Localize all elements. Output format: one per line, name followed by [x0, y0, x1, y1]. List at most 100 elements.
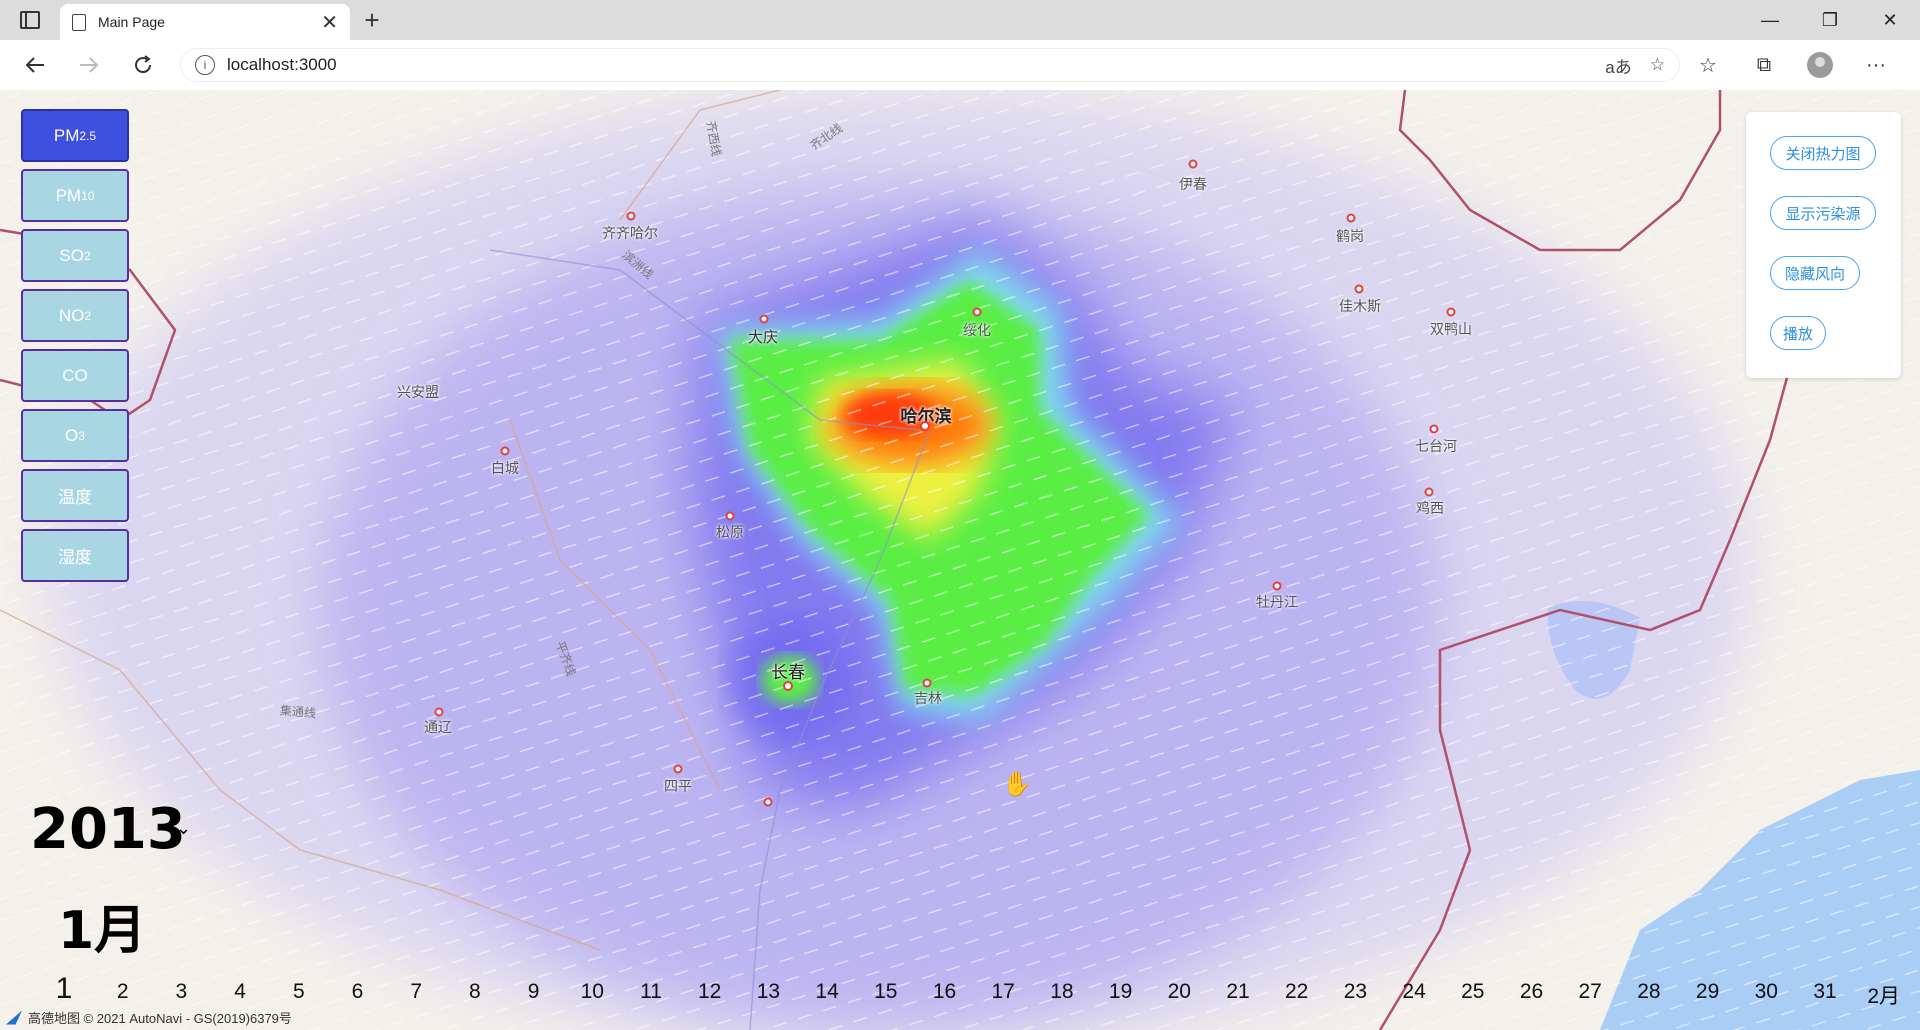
- day-item[interactable]: 31: [1813, 980, 1837, 1003]
- more-icon: ···: [1866, 53, 1886, 76]
- city-tongliao: 通辽: [424, 719, 452, 735]
- show-sources-button[interactable]: 显示污染源: [1770, 196, 1876, 230]
- new-tab-button[interactable]: +: [364, 4, 380, 35]
- favorites-icon: ☆: [1699, 54, 1717, 77]
- day-item[interactable]: 4: [234, 980, 246, 1003]
- amap-logo-icon: [6, 1010, 22, 1025]
- day-timeline: 1 2 3 4 5 6 7 8 9 10 11 12 13 14 15 16 17 18 19 20 21 22 23 24 2…: [0, 972, 1920, 1014]
- day-item[interactable]: 2月: [1867, 985, 1901, 1008]
- reload-button[interactable]: [116, 40, 170, 90]
- temperature-button[interactable]: 温度: [21, 469, 129, 522]
- day-item[interactable]: 26: [1519, 980, 1544, 1003]
- year-label[interactable]: 2013: [30, 797, 186, 862]
- back-button[interactable]: [8, 40, 62, 90]
- collections-button[interactable]: ⧉: [1736, 54, 1792, 77]
- day-item[interactable]: 14: [815, 980, 839, 1003]
- day-item[interactable]: 12: [698, 980, 722, 1003]
- minimize-button[interactable]: —: [1761, 9, 1779, 30]
- day-item[interactable]: 25: [1461, 980, 1485, 1003]
- day-item[interactable]: 1: [55, 972, 73, 1005]
- reload-icon: [135, 55, 152, 74]
- day-item[interactable]: 30: [1754, 980, 1778, 1003]
- city-jiamusi: 佳木斯: [1339, 298, 1381, 314]
- day-item[interactable]: 13: [756, 980, 781, 1003]
- chevron-down-icon[interactable]: ⌄: [176, 818, 192, 838]
- hide-wind-button[interactable]: 隐藏风向: [1770, 256, 1860, 290]
- profile-button[interactable]: [1792, 52, 1848, 78]
- city-xinganmeng: 兴安盟: [397, 384, 439, 400]
- city-jixi: 鸡西: [1416, 500, 1444, 516]
- tab-actions-icon: [20, 11, 40, 29]
- no2-button[interactable]: NO 2: [21, 289, 129, 342]
- restore-button[interactable]: ❐: [1821, 9, 1839, 30]
- day-item[interactable]: 16: [932, 980, 957, 1003]
- control-panel: 关闭热力图 显示污染源 隐藏风向 播放: [1746, 112, 1901, 378]
- arrow-right-icon: [80, 57, 99, 73]
- co-button[interactable]: CO: [21, 349, 129, 402]
- day-item[interactable]: 27: [1578, 980, 1602, 1003]
- heatmap-layer: [0, 90, 1920, 1030]
- tab-actions-button[interactable]: [0, 0, 60, 40]
- so2-sub: 2: [83, 248, 91, 263]
- day-item[interactable]: 17: [991, 980, 1015, 1003]
- close-tab-icon[interactable]: ✕: [321, 11, 338, 34]
- info-icon[interactable]: i: [195, 55, 215, 75]
- url-field[interactable]: i localhost:3000 aあ ☆: [180, 48, 1680, 82]
- day-item[interactable]: 5: [292, 980, 305, 1003]
- no2-sub: 2: [84, 308, 92, 323]
- city-songyuan: 松原: [716, 524, 744, 540]
- pm25-label: PM: [53, 125, 80, 145]
- day-item[interactable]: 2: [116, 980, 129, 1003]
- day-item[interactable]: 11: [640, 980, 662, 1003]
- map-canvas[interactable]: 伊春 齐齐哈尔 鹤岗 大庆 绥化 佳木斯 双鸭山 兴安盟 哈尔滨 七台河 白城 …: [0, 90, 1920, 1030]
- o3-sub: 3: [78, 428, 85, 443]
- forward-button[interactable]: [62, 40, 116, 90]
- co-label: CO: [62, 365, 88, 385]
- day-item[interactable]: 15: [874, 980, 898, 1003]
- day-item[interactable]: 23: [1343, 980, 1368, 1003]
- city-hegang: 鹤岗: [1336, 228, 1364, 244]
- day-item[interactable]: 9: [527, 980, 540, 1003]
- temperature-label: 温度: [58, 488, 92, 507]
- humidity-button[interactable]: 湿度: [21, 529, 129, 582]
- day-item[interactable]: 24: [1402, 980, 1426, 1003]
- day-item[interactable]: 28: [1637, 980, 1661, 1003]
- pm10-button[interactable]: PM 10: [21, 169, 129, 222]
- day-item[interactable]: 8: [469, 980, 481, 1003]
- day-item[interactable]: 3: [175, 980, 188, 1003]
- o3-label: O: [65, 425, 79, 445]
- no2-label: NO: [58, 305, 85, 325]
- day-item[interactable]: 7: [410, 980, 423, 1003]
- day-item[interactable]: 21: [1226, 980, 1250, 1003]
- humidity-label: 湿度: [58, 548, 92, 567]
- close-window-button[interactable]: ✕: [1882, 9, 1898, 30]
- pm25-button[interactable]: PM 2.5: [21, 109, 129, 162]
- close-heatmap-button[interactable]: 关闭热力图: [1770, 136, 1876, 170]
- add-favorite-icon[interactable]: ☆: [1649, 55, 1665, 74]
- so2-button[interactable]: SO 2: [21, 229, 129, 282]
- day-item[interactable]: 19: [1108, 980, 1133, 1003]
- day-item[interactable]: 6: [351, 980, 364, 1003]
- map-copyright: 高德地图 © 2021 AutoNavi - GS(2019)6379号: [6, 1008, 292, 1027]
- month-label: 1月: [58, 901, 147, 961]
- arrow-left-icon: [25, 57, 44, 73]
- url-text[interactable]: localhost:3000: [227, 55, 337, 74]
- play-button[interactable]: 播放: [1770, 316, 1826, 350]
- day-item[interactable]: 29: [1695, 980, 1720, 1003]
- browser-tab[interactable]: Main Page ✕: [60, 4, 350, 40]
- copyright-text: 高德地图 © 2021 AutoNavi - GS(2019)6379号: [28, 1011, 292, 1026]
- day-item[interactable]: 20: [1167, 980, 1191, 1003]
- day-item[interactable]: 18: [1050, 980, 1074, 1003]
- day-item[interactable]: 10: [580, 980, 604, 1003]
- page-icon: [72, 13, 86, 31]
- read-aloud-icon[interactable]: aあ: [1605, 57, 1632, 77]
- day-item[interactable]: 22: [1285, 980, 1309, 1003]
- more-button[interactable]: ···: [1848, 54, 1904, 77]
- city-suihua: 绥化: [963, 322, 991, 338]
- railway-label: 集通线: [279, 703, 317, 721]
- favorites-button[interactable]: ☆: [1680, 53, 1736, 78]
- address-bar-row: i localhost:3000 aあ ☆ ☆ ⧉ ···: [0, 40, 1920, 91]
- city-qiqihar: 齐齐哈尔: [602, 225, 658, 241]
- window-controls: — ❐ ✕: [1740, 0, 1920, 40]
